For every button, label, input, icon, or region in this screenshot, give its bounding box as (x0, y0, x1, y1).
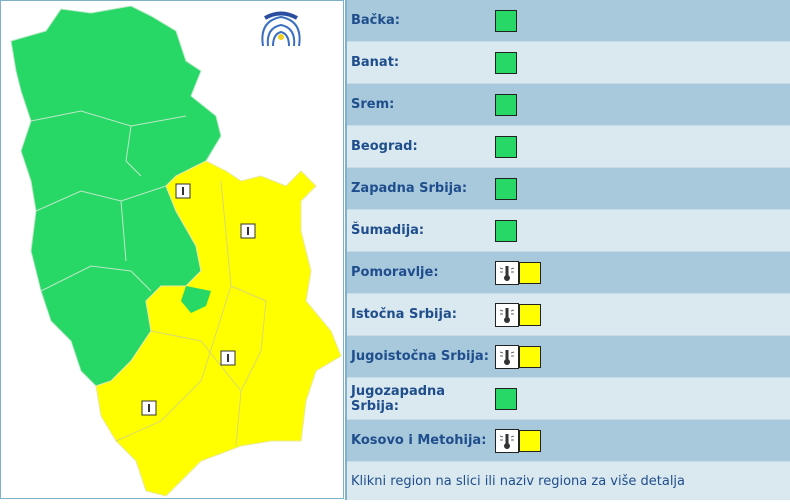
warning-level-yellow (519, 429, 541, 452)
region-row[interactable]: Bačka: (347, 0, 790, 42)
region-row[interactable]: Šumadija: (347, 210, 790, 252)
region-link[interactable]: Istočna Srbija: (351, 307, 457, 322)
warning-level-green (495, 135, 517, 158)
region-link[interactable]: Jugozapadna Srbija: (351, 383, 446, 414)
region-row[interactable]: Zapadna Srbija: (347, 168, 790, 210)
region-row[interactable]: Srem: (347, 84, 790, 126)
region-row[interactable]: Beograd: (347, 126, 790, 168)
warning-level-yellow (519, 345, 541, 368)
region-row[interactable]: Banat: (347, 42, 790, 84)
region-link[interactable]: Jugoistočna Srbija: (351, 349, 489, 364)
region-row[interactable]: Jugozapadna Srbija: (347, 378, 790, 420)
rhmz-logo (261, 11, 301, 47)
region-list: Bačka: Banat: Srem: Beograd: Zapadna Srbija:… (345, 0, 790, 500)
region-link[interactable]: Bačka: (351, 13, 401, 28)
region-link[interactable]: Kosovo i Metohija: (351, 433, 487, 448)
region-link[interactable]: Srem: (351, 97, 395, 112)
thermometer-map-markers (141, 183, 256, 416)
warning-level-yellow (519, 261, 541, 284)
warning-map[interactable] (0, 0, 344, 499)
region-link[interactable]: Zapadna Srbija: (351, 181, 468, 196)
region-link[interactable]: Banat: (351, 55, 400, 70)
thermometer-icon (495, 302, 519, 327)
region-link[interactable]: Pomoravlje: (351, 265, 439, 280)
serbia-map[interactable] (1, 1, 345, 500)
map-region-green-tooth[interactable] (181, 286, 211, 313)
instruction-text: Klikni region na slici ili naziv regiona… (347, 462, 790, 500)
warning-level-yellow (519, 303, 541, 326)
region-link[interactable]: Beograd: (351, 139, 418, 154)
region-row[interactable]: Istočna Srbija: (347, 294, 790, 336)
thermometer-icon (495, 260, 519, 285)
region-row[interactable]: Pomoravlje: (347, 252, 790, 294)
region-row[interactable]: Jugoistočna Srbija: (347, 336, 790, 378)
warning-level-green (495, 387, 517, 410)
map-region-yellow[interactable] (95, 160, 342, 497)
thermometer-icon (495, 428, 519, 453)
warning-level-green (495, 93, 517, 116)
warning-level-green (495, 51, 517, 74)
thermometer-icon (495, 344, 519, 369)
warning-level-green (495, 219, 517, 242)
region-link[interactable]: Šumadija: (351, 223, 425, 238)
warning-level-green (495, 9, 517, 32)
region-row[interactable]: Kosovo i Metohija: (347, 420, 790, 462)
warning-level-green (495, 177, 517, 200)
